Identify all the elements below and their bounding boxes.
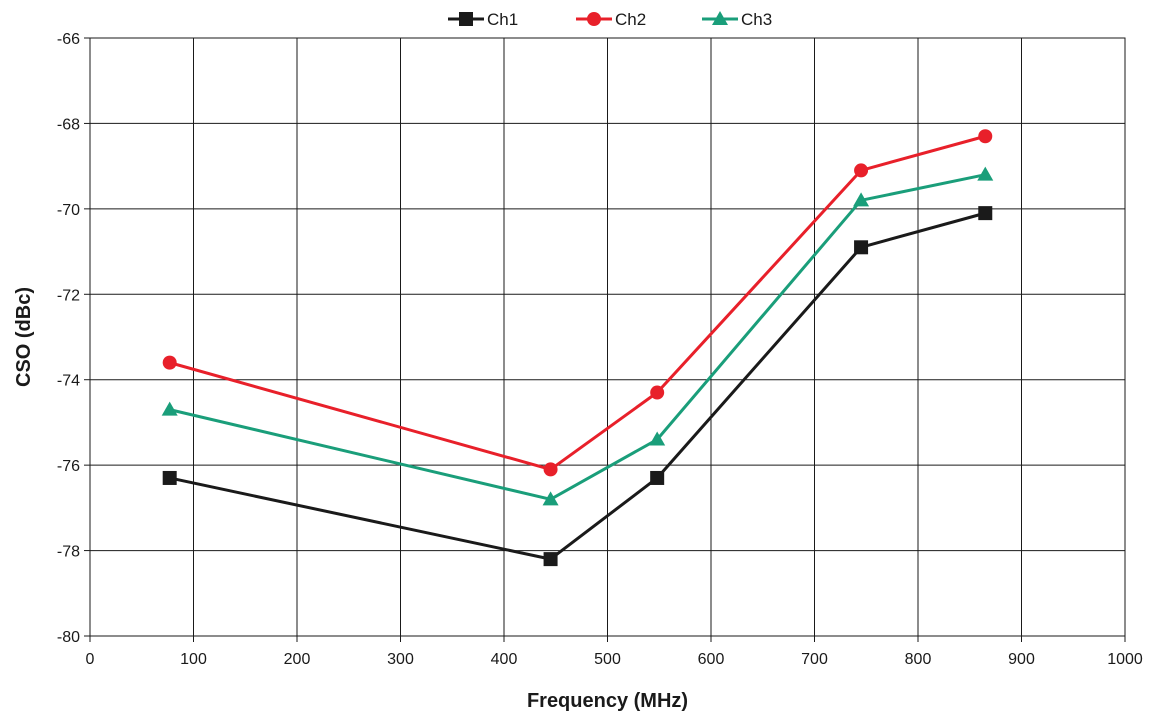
x-tick-label: 500 xyxy=(594,651,621,668)
data-point-ch2 xyxy=(543,462,558,477)
data-point-ch1 xyxy=(543,552,558,567)
legend: Ch1 Ch2 Ch3 xyxy=(448,10,772,29)
y-tick-label: -72 xyxy=(57,287,80,304)
grid-lines xyxy=(84,37,1126,642)
x-tick-label: 300 xyxy=(387,651,414,668)
series-ch2 xyxy=(162,129,993,477)
data-point-ch1 xyxy=(978,206,993,221)
y-tick-label: -74 xyxy=(57,373,80,390)
legend-item-ch3: Ch3 xyxy=(702,10,772,29)
data-point-ch2 xyxy=(854,163,869,178)
legend-label: Ch3 xyxy=(741,10,772,29)
x-tick-label: 0 xyxy=(86,651,95,668)
legend-label: Ch2 xyxy=(615,10,646,29)
x-tick-label: 900 xyxy=(1008,651,1035,668)
legend-marker-ch3 xyxy=(712,11,728,25)
data-point-ch1 xyxy=(854,240,869,255)
y-tick-labels: -80 -78 -76 -74 -72 -70 -68 -66 xyxy=(57,31,80,646)
x-tick-label: 200 xyxy=(284,651,311,668)
data-point-ch3 xyxy=(649,431,666,446)
x-tick-label: 400 xyxy=(491,651,518,668)
series-ch3 xyxy=(161,166,994,506)
y-tick-label: -70 xyxy=(57,202,80,219)
data-point-ch1 xyxy=(162,470,177,485)
y-tick-label: -80 xyxy=(57,629,80,646)
x-tick-label: 700 xyxy=(801,651,828,668)
x-tick-label: 1000 xyxy=(1107,651,1143,668)
legend-item-ch1: Ch1 xyxy=(448,10,518,29)
data-point-ch3 xyxy=(542,491,559,506)
x-tick-label: 600 xyxy=(698,651,725,668)
x-axis-title: Frequency (MHz) xyxy=(527,690,688,712)
legend-marker-ch2 xyxy=(587,12,601,26)
y-tick-label: -66 xyxy=(57,31,80,48)
data-point-ch2 xyxy=(978,129,993,144)
plot-frame xyxy=(89,37,1126,637)
legend-item-ch2: Ch2 xyxy=(576,10,646,29)
y-tick-label: -78 xyxy=(57,544,80,561)
x-tick-labels: 0 100 200 300 400 500 600 700 800 900 1000 xyxy=(86,651,1143,668)
data-point-ch3 xyxy=(977,166,994,181)
legend-label: Ch1 xyxy=(487,10,518,29)
x-tick-label: 800 xyxy=(905,651,932,668)
data-point-ch3 xyxy=(853,192,870,207)
data-point-ch2 xyxy=(650,385,665,400)
y-tick-label: -76 xyxy=(57,458,80,475)
y-tick-label: -68 xyxy=(57,116,80,133)
x-tick-label: 100 xyxy=(180,651,207,668)
series-line-ch1 xyxy=(169,211,986,561)
data-point-ch1 xyxy=(650,470,665,485)
data-point-ch2 xyxy=(162,355,177,370)
series-line-ch2 xyxy=(169,134,986,471)
data-point-ch3 xyxy=(161,401,178,416)
series-layer xyxy=(161,129,994,567)
y-axis-title: CSO (dBc) xyxy=(13,287,35,387)
series-ch1 xyxy=(162,206,993,567)
legend-marker-ch1 xyxy=(459,12,473,26)
